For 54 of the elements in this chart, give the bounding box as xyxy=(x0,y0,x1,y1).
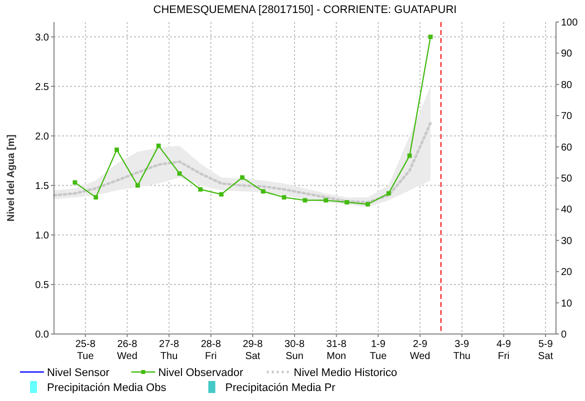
x-tick-label: 2-9 Wed xyxy=(410,339,430,362)
x-tick-label: 5-9 Sat xyxy=(538,339,554,362)
y-tick-label: 1.5 xyxy=(35,180,50,192)
y-tick-label: 3.0 xyxy=(35,32,50,44)
y-tick-label: 1.0 xyxy=(35,230,50,242)
x-tick-label: 31-8 Mon xyxy=(326,339,347,362)
point xyxy=(94,195,98,200)
y-tick-label: 0.5 xyxy=(35,280,50,291)
point xyxy=(386,191,391,196)
y2-tick-label: 20 xyxy=(561,267,573,278)
y2-tick-label: 10 xyxy=(561,298,573,310)
y2-tick-label: 90 xyxy=(561,48,573,60)
x-tick-label: 26-8 Wed xyxy=(117,339,138,362)
x-tick-label: 1-9 Tue xyxy=(370,339,388,362)
point xyxy=(114,148,119,152)
point xyxy=(219,192,224,197)
point xyxy=(260,189,266,194)
x-tick-label: 30-8 Sun xyxy=(284,339,305,362)
y2-tick-label: 40 xyxy=(561,204,573,216)
y2-tick-label: 80 xyxy=(561,80,573,91)
x-tick-label: 3-9 Thu xyxy=(453,339,470,362)
point xyxy=(240,175,244,180)
y2-tick-label: 50 xyxy=(561,174,573,184)
legend-label: Precipitación Media Pr xyxy=(225,382,336,394)
y2-tick-label: 30 xyxy=(561,236,573,247)
point xyxy=(282,195,286,200)
y-tick-label: 0.0 xyxy=(35,330,50,340)
x-tick-label: 29-8 Sat xyxy=(242,339,264,362)
point xyxy=(324,198,328,202)
point xyxy=(344,200,350,204)
legend-label: Nivel Sensor xyxy=(47,366,110,379)
legend-label: Precipitación Media Obs xyxy=(47,382,167,394)
point xyxy=(135,183,140,188)
chart-title: CHEMESQUEMENA [28017150] - CORRIENTE: GUATAPURI xyxy=(153,4,457,16)
legend-label: Nivel Observador xyxy=(158,366,244,379)
y2-tick-label: 70 xyxy=(561,111,573,122)
y2-tick-label: 100 xyxy=(561,18,578,28)
point xyxy=(302,198,308,202)
x-tick-label: 25-8 Tue xyxy=(75,339,96,362)
point xyxy=(72,180,78,185)
y-tick-label: 2.5 xyxy=(35,82,50,93)
point xyxy=(407,154,412,158)
y2-tick-label: 60 xyxy=(561,142,573,154)
point xyxy=(198,187,203,192)
x-tick-label: 4-9 Fri xyxy=(496,339,512,362)
y-tick-label: 2.0 xyxy=(35,131,50,142)
x-tick-label: 28-8 Fri xyxy=(200,339,222,362)
y-axis-title: Nivel del Agua [m] xyxy=(6,134,17,222)
point xyxy=(366,202,370,206)
y2-tick-label: 0 xyxy=(561,330,567,340)
legend-label: Nivel Medio Historico xyxy=(294,366,398,379)
x-tick-label: 27-8 Thu xyxy=(159,339,180,362)
point xyxy=(428,34,433,40)
point xyxy=(156,144,161,148)
